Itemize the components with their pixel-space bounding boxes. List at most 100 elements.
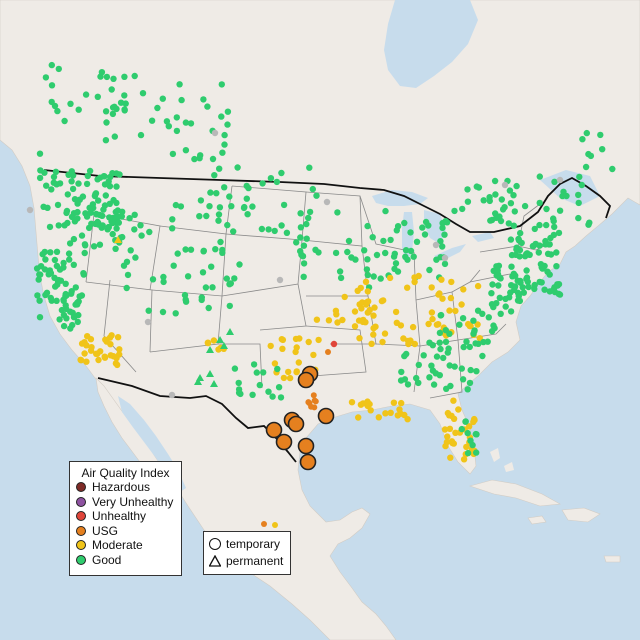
- monitor-marker: [42, 74, 50, 81]
- monitor-marker: [490, 303, 497, 311]
- monitor-marker: [68, 168, 76, 175]
- monitor-marker: [74, 200, 81, 207]
- monitor-marker: [396, 406, 403, 413]
- monitor-marker: [448, 278, 455, 286]
- monitor-marker: [398, 399, 405, 407]
- monitor-marker: [508, 263, 515, 270]
- monitor-marker: [235, 379, 242, 387]
- permanent-monitor-marker: [226, 328, 234, 335]
- monitor-marker: [556, 207, 564, 214]
- monitor-marker: [35, 276, 42, 283]
- monitor-marker: [261, 521, 267, 527]
- monitor-marker: [126, 215, 133, 222]
- monitor-marker: [109, 230, 116, 238]
- monitor-marker: [53, 248, 61, 255]
- monitor-marker: [489, 281, 496, 288]
- monitor-marker: [221, 184, 228, 191]
- monitor-marker: [52, 168, 60, 175]
- monitor-marker: [280, 374, 288, 382]
- us-canada-border: [43, 169, 612, 233]
- legend-item-temporary: temporary: [204, 535, 290, 552]
- monitor-marker: [63, 209, 70, 217]
- monitor-marker: [507, 308, 515, 315]
- monitor-marker: [415, 361, 422, 369]
- monitor-marker: [365, 298, 372, 305]
- monitor-marker: [66, 256, 73, 263]
- monitor-marker: [333, 311, 340, 318]
- monitor-marker: [517, 229, 524, 237]
- monitor-marker: [380, 237, 387, 245]
- monitor-marker: [411, 340, 418, 348]
- monitor-marker: [575, 191, 582, 199]
- monitor-marker: [88, 220, 95, 227]
- monitor-marker: [278, 169, 285, 177]
- monitor-marker: [207, 189, 214, 196]
- monitor-marker: [283, 229, 291, 236]
- monitor-marker: [443, 219, 451, 226]
- monitor-marker: [278, 222, 285, 229]
- monitor-marker: [348, 254, 355, 261]
- monitor-marker: [382, 410, 389, 417]
- monitor-marker: [168, 391, 176, 399]
- monitor-marker: [95, 356, 102, 364]
- monitor-marker: [439, 243, 446, 250]
- monitor-marker: [170, 262, 177, 269]
- monitor-marker: [370, 273, 377, 280]
- monitor-marker: [306, 208, 314, 216]
- monitor-marker: [83, 213, 91, 220]
- monitor-marker: [177, 203, 185, 210]
- monitor-marker: [496, 294, 503, 301]
- monitor-marker: [81, 249, 88, 257]
- monitor-marker: [422, 218, 430, 226]
- monitor-marker: [441, 260, 449, 268]
- monitor-marker: [330, 340, 338, 348]
- monitor-marker: [467, 322, 474, 330]
- monitor-marker: [100, 206, 107, 213]
- aqi-legend: Air Quality Index Hazardous Very Unhealt…: [69, 461, 182, 576]
- monitor-marker: [173, 127, 181, 135]
- monitor-marker: [404, 381, 412, 388]
- hazardous-swatch: [76, 482, 86, 493]
- monitor-marker: [455, 406, 462, 413]
- permanent-monitor-marker: [210, 380, 218, 387]
- monitor-marker: [271, 227, 278, 235]
- monitor-marker: [370, 312, 377, 319]
- monitor-marker: [256, 381, 263, 389]
- monitor-marker: [386, 274, 394, 282]
- monitor-marker: [107, 352, 115, 359]
- monitor-marker: [435, 291, 442, 298]
- monitor-marker: [306, 164, 313, 171]
- monitor-marker: [463, 443, 470, 451]
- monitor-marker: [67, 100, 74, 108]
- monitor-marker: [370, 325, 377, 332]
- monitor-marker: [204, 103, 211, 110]
- monitor-marker: [523, 267, 530, 274]
- monitor-marker: [470, 317, 477, 324]
- monitor-marker: [464, 449, 472, 457]
- monitor-marker: [410, 253, 417, 260]
- monitor-marker: [551, 178, 558, 185]
- monitor-marker: [68, 288, 75, 295]
- monitor-marker: [312, 398, 319, 405]
- monitor-marker: [502, 295, 509, 303]
- monitor-marker: [109, 219, 116, 227]
- monitor-marker: [109, 110, 117, 118]
- monitor-marker: [460, 286, 467, 293]
- monitor-marker: [41, 266, 49, 273]
- monitor-marker: [380, 297, 387, 304]
- monitor-marker: [469, 441, 476, 449]
- monitor-marker: [226, 193, 233, 200]
- monitor-marker: [169, 225, 176, 232]
- monitor-marker: [379, 338, 386, 346]
- monitor-marker: [367, 407, 374, 414]
- monitor-marker: [543, 205, 550, 213]
- monitor-marker: [303, 220, 310, 228]
- monitor-marker: [84, 172, 92, 180]
- monitor-marker: [441, 426, 449, 433]
- monitor-marker: [421, 231, 429, 238]
- monitor-marker: [216, 165, 223, 172]
- monitor-marker: [36, 314, 44, 321]
- monitor-marker: [390, 253, 398, 260]
- monitor-marker: [513, 182, 520, 190]
- monitor-marker: [521, 202, 529, 210]
